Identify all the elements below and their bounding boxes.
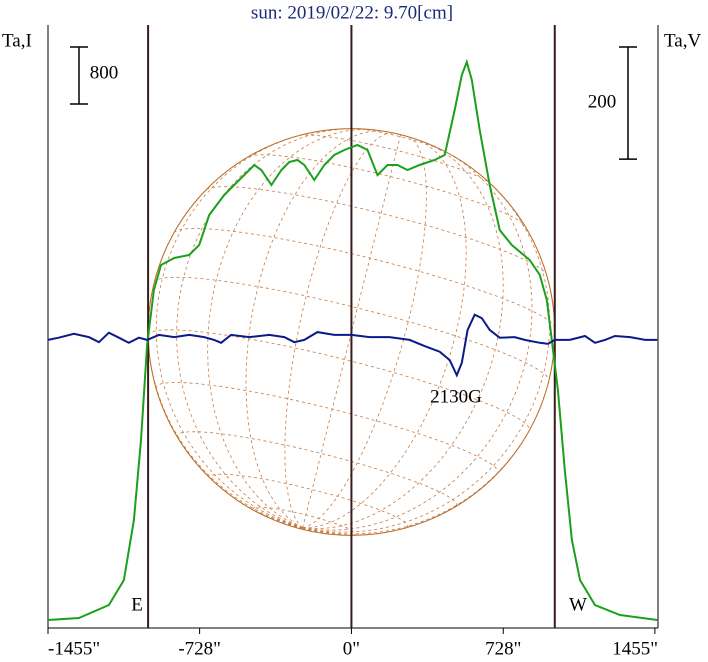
scale-bar-label: 800	[90, 62, 119, 83]
sun-grid-line	[302, 176, 551, 533]
x-tick-label: 1455"	[612, 638, 658, 659]
chart-title: sun: 2019/02/22: 9.70[cm]	[251, 2, 453, 23]
sun-grid-line	[284, 132, 393, 529]
annotation: E	[131, 594, 143, 615]
sun-grid-line	[206, 186, 547, 275]
annotation: W	[569, 594, 587, 615]
sun-grid-line	[153, 276, 550, 382]
sun-grid-line	[302, 150, 533, 531]
sun-grid-line	[176, 128, 356, 529]
sun-grid-line	[302, 527, 325, 534]
sun-grid-line	[355, 128, 444, 152]
y-axis-label: Ta,I	[2, 30, 32, 51]
x-tick-label: -728"	[178, 638, 221, 659]
sun-grid-line	[245, 130, 386, 529]
sun-grid-line	[299, 134, 491, 184]
sun-grid-line	[155, 132, 310, 529]
sun-grid-line	[302, 134, 401, 528]
sun-grid-line	[207, 128, 372, 529]
x-tick-label: -1455"	[48, 638, 100, 659]
sun-grid-line	[302, 527, 308, 531]
series-line	[47, 313, 658, 378]
sun-grid-line	[210, 473, 409, 529]
sun-grid-line	[302, 143, 504, 530]
sun-grid-line	[177, 431, 457, 508]
y2-axis-label: Ta,V	[664, 30, 701, 51]
sun-grid-line	[173, 227, 556, 328]
x-tick-label: 0"	[343, 638, 360, 659]
scale-bar-label: 200	[588, 91, 617, 112]
x-tick-label: 728"	[485, 638, 521, 659]
sun-grid-line	[302, 138, 467, 529]
series-line	[47, 58, 658, 621]
sun-grid-line	[147, 329, 530, 431]
sun-grid-line	[302, 381, 550, 535]
annotation: 2130G	[430, 386, 482, 407]
sun-grid-line	[228, 493, 303, 529]
sun-grid-line	[248, 154, 525, 226]
sun-grid-line	[302, 136, 427, 529]
